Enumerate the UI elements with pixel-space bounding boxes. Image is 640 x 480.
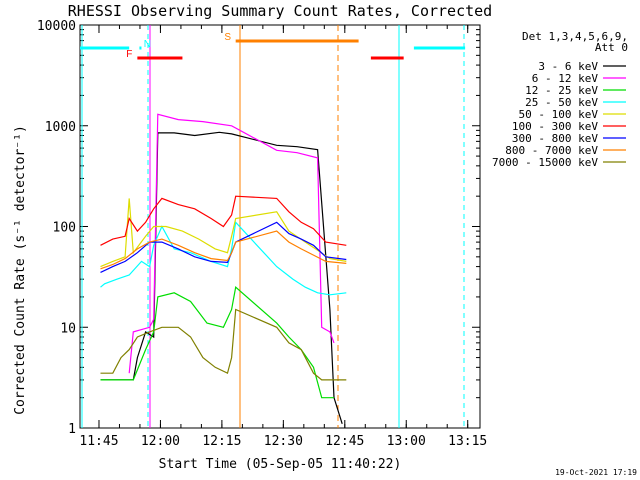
legend-header-line2: Att 0 <box>595 41 628 54</box>
legend-label: 3 - 6 keV <box>538 60 598 73</box>
legend-label: 100 - 300 keV <box>512 120 598 133</box>
series-line-800-7000-kev <box>100 230 347 270</box>
y-tick-label: 10 <box>60 321 76 336</box>
series-line-100-300-kev <box>100 195 347 246</box>
x-tick-label: 13:00 <box>387 434 426 449</box>
flag-bar-label: F <box>126 49 132 60</box>
timestamp: 19-Oct-2021 17:19 <box>555 468 637 477</box>
x-axis-label: Start Time (05-Sep-05 11:40:22) <box>159 457 402 472</box>
legend-label: 6 - 12 keV <box>532 72 599 85</box>
legend-label: 800 - 7000 keV <box>505 144 598 157</box>
flag-bar <box>413 46 466 50</box>
flag-bar <box>235 39 359 43</box>
x-tick-label: 12:15 <box>202 434 241 449</box>
x-tick-label: 12:00 <box>141 434 180 449</box>
series-line-300-800-kev <box>100 221 347 273</box>
legend-label: 25 - 50 keV <box>525 96 598 109</box>
series-line-7000-15000-kev <box>100 308 347 381</box>
y-tick-label: 1 <box>68 422 76 437</box>
data-series <box>100 113 347 424</box>
axis-ticks: 1 10 100 1000 10000 11:45 12:00 12:15 12:30 12:45… <box>37 19 487 449</box>
series-line-25-50-kev <box>100 220 347 296</box>
series-line-6-12-kev <box>128 113 335 374</box>
plot-frame <box>79 24 481 429</box>
x-tick-label: 13:15 <box>448 434 487 449</box>
event-markers <box>81 25 465 428</box>
legend-label: 12 - 25 keV <box>525 84 598 97</box>
y-tick-label: 1000 <box>45 120 76 135</box>
legend-label: 50 - 100 keV <box>519 108 599 121</box>
legend-label: 7000 - 15000 keV <box>492 156 598 169</box>
chart-title: RHESSI Observing Summary Count Rates, Co… <box>68 2 492 20</box>
flag-bar <box>139 46 142 50</box>
flag-bar-label: N <box>144 39 151 50</box>
flag-bar <box>80 46 130 50</box>
x-tick-label: 12:30 <box>264 434 303 449</box>
flag-bars: N F S <box>80 32 466 60</box>
flag-bar-label: S <box>224 32 231 43</box>
y-axis-label: Corrected Count Rate (s⁻¹ detector⁻¹) <box>13 125 28 415</box>
series-line-12-25-kev <box>100 286 334 399</box>
legend-label: 300 - 800 keV <box>512 132 598 145</box>
x-tick-label: 12:45 <box>325 434 364 449</box>
y-tick-label: 100 <box>53 221 76 236</box>
flag-bar <box>137 56 183 60</box>
flag-bar <box>370 56 404 60</box>
x-tick-label: 11:45 <box>79 434 118 449</box>
series-line-3-6-kev <box>100 131 343 424</box>
y-tick-label: 10000 <box>37 19 76 34</box>
series-line-50-100-kev <box>100 198 347 268</box>
legend-header-line1: Det 1,3,4,5,6,9, <box>522 30 628 43</box>
